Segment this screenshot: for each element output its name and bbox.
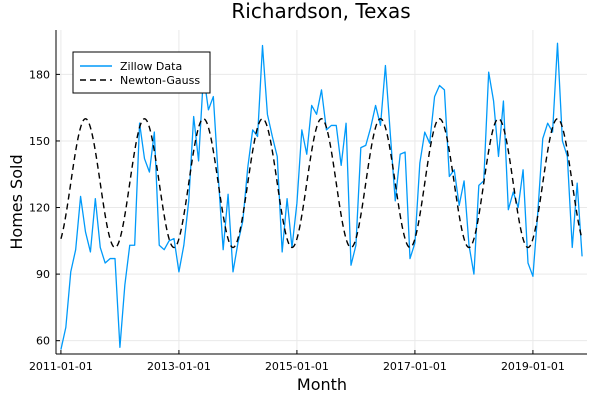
x-tick-label: 2011-01-01 (29, 360, 93, 373)
tick-labels: 60 90 120 150 180 2011-01-01 2013-01-01 2015-01… (29, 68, 565, 373)
legend-box (72, 51, 211, 94)
x-tick-label: 2015-01-01 (265, 360, 329, 373)
y-tick-label: 150 (29, 135, 50, 148)
axes (55, 30, 587, 355)
series-line-newton-gauss (60, 118, 583, 249)
x-tick-label: 2017-01-01 (383, 360, 447, 373)
chart-title: Richardson, Texas (231, 0, 410, 23)
y-axis-label: Homes Sold (7, 154, 26, 249)
x-tick-label: 2019-01-01 (501, 360, 565, 373)
legend-label-newton-gauss: Newton-Gauss (120, 74, 200, 87)
y-tick-label: 180 (29, 68, 50, 81)
x-axis-label: Month (297, 375, 347, 394)
legend-label-zillow: Zillow Data (120, 60, 182, 73)
grid-lines (56, 30, 587, 354)
series-line-zillow-data (60, 42, 583, 350)
y-tick-label: 60 (36, 335, 50, 348)
y-tick-label: 120 (29, 202, 50, 215)
series-layer (60, 42, 583, 350)
legend: Zillow Data Newton-Gauss (72, 51, 211, 94)
x-tick-label: 2013-01-01 (147, 360, 211, 373)
y-tick-label: 90 (36, 268, 50, 281)
